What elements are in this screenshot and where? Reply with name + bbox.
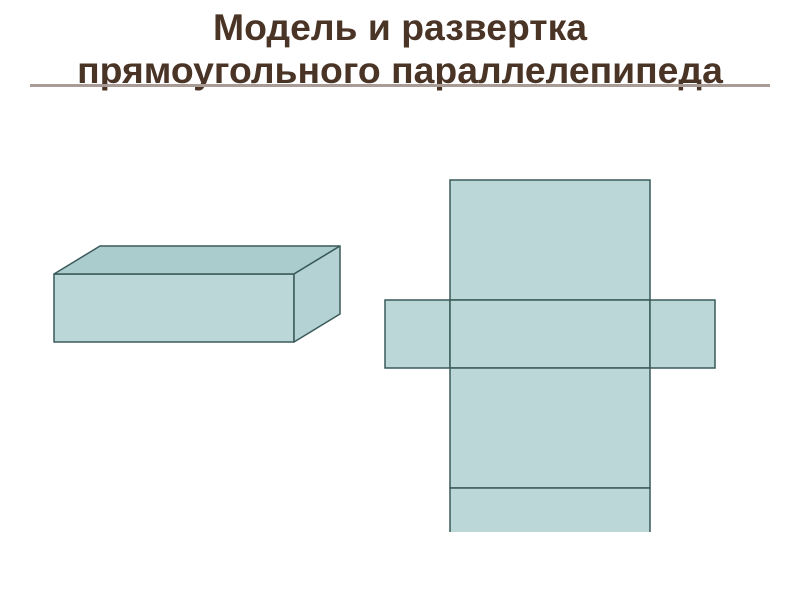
title-underline <box>30 84 770 87</box>
slide-page: Модель и развертка прямоугольного паралл… <box>0 0 800 600</box>
cuboid-model-diagram <box>44 238 354 368</box>
cuboid-net-diagram <box>380 172 780 532</box>
page-title: Модель и развертка прямоугольного паралл… <box>0 6 800 92</box>
title-line-1: Модель и развертка <box>0 6 800 49</box>
